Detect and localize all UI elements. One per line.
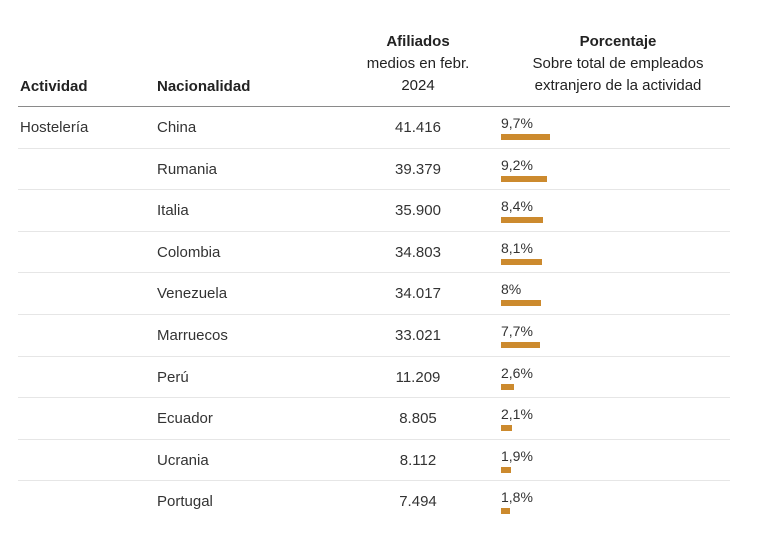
cell-nacionalidad: Portugal bbox=[157, 493, 213, 511]
header-afiliados-line2: medios en febr. bbox=[366, 55, 470, 72]
row-divider bbox=[18, 355, 730, 357]
header-divider bbox=[18, 106, 730, 107]
header-nacionalidad: Nacionalidad bbox=[157, 78, 251, 95]
cell-nacionalidad: Italia bbox=[157, 202, 189, 220]
header-porcentaje-title: Porcentaje bbox=[579, 33, 657, 50]
data-label: 2,1% bbox=[501, 406, 533, 423]
table-row: Ucrania 8.112 1,9% bbox=[18, 440, 730, 482]
data-label: 1,9% bbox=[501, 447, 533, 464]
row-divider bbox=[18, 272, 730, 274]
header-afiliados-title: Afiliados bbox=[386, 33, 450, 50]
row-divider bbox=[18, 313, 730, 315]
header-actividad: Actividad bbox=[20, 78, 88, 95]
percentage-bar bbox=[501, 508, 511, 515]
cell-nacionalidad: Ucrania bbox=[157, 451, 209, 469]
cell-nacionalidad: Colombia bbox=[157, 243, 221, 261]
row-divider bbox=[18, 189, 730, 191]
cell-afiliados: 34.017 bbox=[395, 285, 441, 303]
percentage-bar bbox=[501, 466, 511, 473]
row-divider bbox=[18, 480, 730, 482]
percentage-bar bbox=[501, 175, 548, 182]
cell-nacionalidad: Ecuador bbox=[157, 410, 213, 428]
cell-nacionalidad: Venezuela bbox=[157, 285, 228, 303]
cell-nacionalidad: China bbox=[157, 119, 197, 136]
cell-afiliados: 34.803 bbox=[395, 243, 441, 261]
data-label: 2,6% bbox=[501, 364, 533, 381]
cell-nacionalidad: Marruecos bbox=[157, 327, 228, 344]
cell-nacionalidad: Perú bbox=[157, 368, 189, 386]
table-row: Ecuador 8.805 2,1% bbox=[18, 398, 730, 440]
header-afiliados-line3: 2024 bbox=[401, 77, 435, 94]
table-row: Marruecos 33.021 7,7% bbox=[18, 315, 730, 357]
cell-afiliados: 11.209 bbox=[395, 368, 441, 386]
table-row: Portugal 7.494 1,8% bbox=[18, 481, 730, 523]
percentage-bar bbox=[501, 342, 540, 348]
row-divider bbox=[18, 147, 730, 149]
cell-nacionalidad: Rumania bbox=[157, 160, 218, 178]
percentage-bar bbox=[501, 258, 542, 265]
data-label: 8,1% bbox=[501, 239, 533, 256]
row-divider bbox=[18, 397, 730, 399]
table-row: Hostelería China 41.416 9,7% bbox=[18, 107, 730, 149]
table-row: Perú 11.209 2,6% bbox=[18, 357, 730, 399]
cell-afiliados: 41.416 bbox=[395, 119, 441, 136]
percentage-bar bbox=[501, 134, 550, 140]
table-row: Colombia 34.803 8,1% bbox=[18, 232, 730, 274]
header-porcentaje-line3: extranjero de la actividad bbox=[534, 77, 702, 94]
data-label: 9,7% bbox=[501, 115, 533, 131]
data-label: 1,8% bbox=[501, 489, 533, 506]
cell-afiliados: 33.021 bbox=[395, 327, 441, 344]
affiliates-table: Actividad Nacionalidad Afiliados medios … bbox=[18, 0, 730, 540]
cell-afiliados: 35.900 bbox=[395, 202, 441, 220]
table-row: Italia 35.900 8,4% bbox=[18, 190, 730, 232]
data-label: 7,7% bbox=[501, 323, 533, 339]
header-afiliados: Afiliados medios en febr. 2024 bbox=[318, 31, 518, 97]
data-label: 8,4% bbox=[501, 198, 533, 215]
percentage-bar bbox=[501, 425, 512, 432]
table-row: Rumania 39.379 9,2% bbox=[18, 149, 730, 191]
percentage-bar bbox=[501, 383, 515, 390]
cell-actividad: Hostelería bbox=[20, 119, 89, 136]
percentage-bar bbox=[501, 300, 542, 307]
header-porcentaje: Porcentaje Sobre total de empleados extr… bbox=[488, 31, 748, 97]
data-label: 8% bbox=[501, 281, 522, 298]
cell-afiliados: 39.379 bbox=[395, 160, 441, 178]
cell-afiliados: 8.112 bbox=[399, 451, 437, 469]
table-row: Venezuela 34.017 8% bbox=[18, 273, 730, 315]
row-divider bbox=[18, 438, 730, 440]
header-porcentaje-line2: Sobre total de empleados bbox=[532, 55, 704, 72]
row-divider bbox=[18, 230, 730, 232]
cell-afiliados: 8.805 bbox=[399, 410, 437, 428]
cell-afiliados: 7.494 bbox=[399, 493, 437, 511]
percentage-bar bbox=[501, 217, 544, 224]
data-label: 9,2% bbox=[501, 156, 533, 173]
